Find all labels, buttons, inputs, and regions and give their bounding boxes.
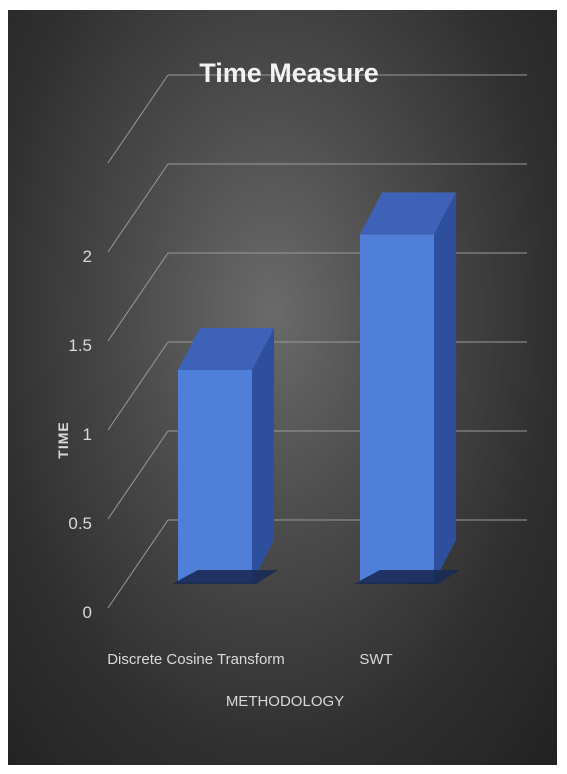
gridline-side (107, 341, 169, 431)
gridline-side (107, 163, 169, 253)
y-tick-label: 1.5 (68, 336, 92, 355)
x-category-label: Discrete Cosine Transform (107, 651, 285, 668)
gridline-side (107, 519, 169, 609)
y-axis-title: TIME (55, 421, 71, 458)
x-axis-title: METHODOLOGY (226, 693, 344, 710)
bar-side (434, 192, 456, 582)
bar-swt (360, 234, 434, 582)
gridline-side (107, 252, 169, 342)
gridline-side (107, 430, 169, 520)
bar-top (178, 328, 274, 370)
y-tick-label: 2 (83, 247, 92, 266)
bar-base (354, 570, 460, 584)
chart-title: Time Measure (199, 58, 379, 88)
y-tick-label: 0 (83, 603, 92, 622)
bar-top (360, 192, 456, 235)
bar-side (252, 328, 274, 582)
y-tick-label: 0.5 (68, 514, 92, 533)
bar-base (172, 570, 278, 584)
x-category-label: SWT (359, 651, 392, 668)
bar-dct (178, 370, 252, 582)
y-tick-label: 1 (83, 425, 92, 444)
gridline-side (107, 74, 169, 164)
chart-area (8, 10, 557, 765)
